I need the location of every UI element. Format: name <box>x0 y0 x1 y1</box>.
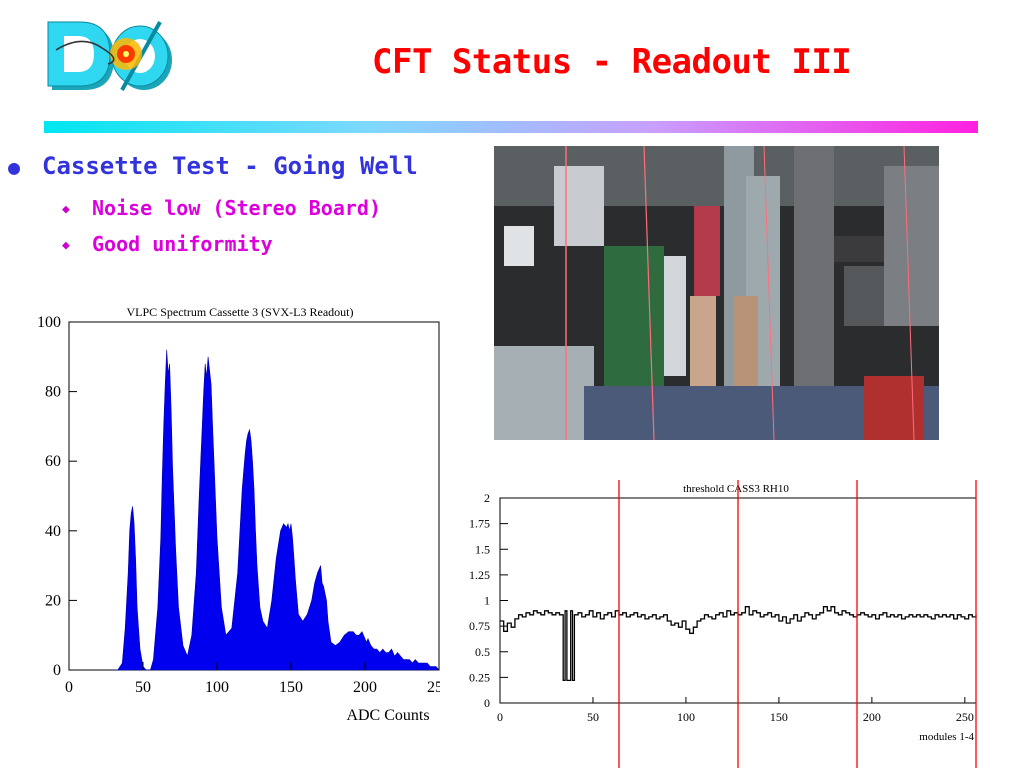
y-tick-label: 0 <box>53 662 61 679</box>
round-bullet-icon: ● <box>8 155 21 179</box>
y-tick-label: 0.5 <box>475 645 490 659</box>
x-tick-label: 250 <box>427 679 440 696</box>
sub-bullet-good-uniformity: ◆ Good uniformity <box>62 232 273 256</box>
d0-logo <box>47 21 172 91</box>
y-tick-label: 2 <box>484 491 490 505</box>
sub-bullet-text: Good uniformity <box>92 232 273 256</box>
x-axis-label: ADC Counts <box>346 707 429 724</box>
y-tick-label: 1.5 <box>475 542 490 556</box>
d0-logo-burst <box>110 38 142 70</box>
threshold-chart: threshold CASS3 RH10 0 50 100 150 200 250 0 0.2… <box>469 480 977 768</box>
x-tick-label: 250 <box>956 710 974 724</box>
slide-title: CFT Status - Readout III <box>372 42 852 82</box>
d0-logo-letter-d <box>47 21 114 90</box>
threshold-step-line <box>500 606 977 682</box>
diamond-bullet-icon: ◆ <box>62 202 70 217</box>
sub-bullet-text: Noise low (Stereo Board) <box>92 196 381 220</box>
x-tick-label: 0 <box>65 679 73 696</box>
y-tick-label: 80 <box>45 384 61 401</box>
sub-bullet-noise-low: ◆ Noise low (Stereo Board) <box>62 196 381 220</box>
x-tick-label: 100 <box>205 679 229 696</box>
y-tick-label: 1.75 <box>469 517 490 531</box>
y-tick-label: 60 <box>45 453 61 470</box>
y-tick-label: 0 <box>484 696 490 710</box>
bullet-text: Cassette Test - Going Well <box>42 152 418 180</box>
y-tick-label: 0.25 <box>469 670 490 684</box>
y-tick-label: 0.75 <box>469 619 490 633</box>
vlpc-spectrum-chart: VLPC Spectrum Cassette 3 (SVX-L3 Readout… <box>37 305 440 724</box>
x-tick-label: 150 <box>279 679 303 696</box>
x-axis-label: modules 1-4 <box>919 731 974 743</box>
diamond-bullet-icon: ◆ <box>62 238 70 253</box>
y-tick-label: 1.25 <box>469 568 490 582</box>
d0-logo-track <box>55 40 115 65</box>
histogram-area <box>113 349 440 671</box>
x-tick-label: 200 <box>353 679 377 696</box>
x-tick-label: 50 <box>135 679 151 696</box>
header-gradient-bar <box>44 121 978 133</box>
x-tick-label: 100 <box>677 710 695 724</box>
chart-title: threshold CASS3 RH10 <box>683 483 789 495</box>
y-tick-label: 40 <box>45 523 61 540</box>
bullet-cassette-test: ● Cassette Test - Going Well <box>8 152 418 180</box>
y-tick-label: 1 <box>484 594 490 608</box>
x-tick-label: 50 <box>587 710 599 724</box>
lab-electronics-photo <box>494 146 939 440</box>
x-tick-label: 150 <box>770 710 788 724</box>
chart-title: VLPC Spectrum Cassette 3 (SVX-L3 Readout… <box>127 305 354 319</box>
y-tick-label: 100 <box>37 314 61 331</box>
y-tick-label: 20 <box>45 592 61 609</box>
x-tick-label: 0 <box>497 710 503 724</box>
x-tick-label: 200 <box>863 710 881 724</box>
